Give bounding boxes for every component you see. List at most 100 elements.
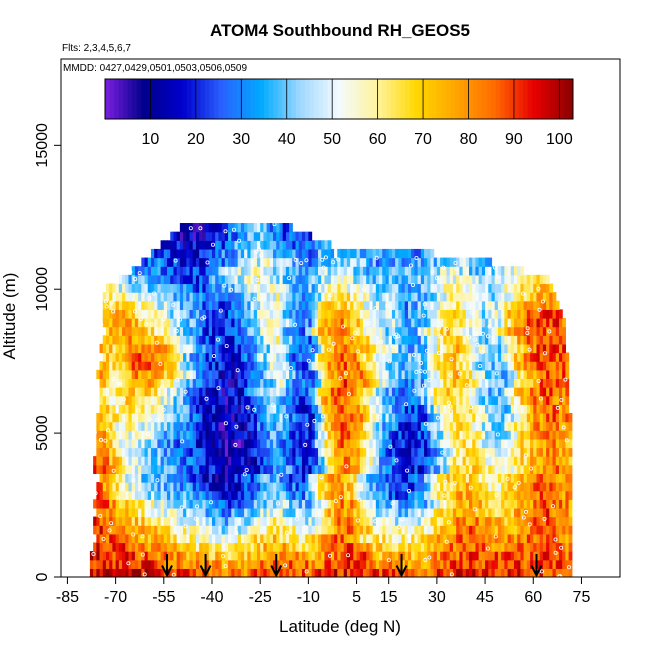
curtain-cell xyxy=(115,525,120,535)
curtain-cell xyxy=(552,447,557,457)
curtain-cell xyxy=(99,430,104,440)
curtain-cell xyxy=(552,369,557,380)
curtain-cell xyxy=(452,404,457,414)
curtain-cell xyxy=(211,421,216,431)
curtain-cell xyxy=(417,525,422,535)
curtain-cell xyxy=(244,395,248,405)
curtain-cell xyxy=(157,421,162,431)
curtain-cell xyxy=(112,318,117,328)
curtain-cell xyxy=(173,568,178,577)
curtain-cell xyxy=(526,300,531,310)
curtain-cell xyxy=(462,490,467,500)
curtain-cell xyxy=(407,559,412,569)
curtain-cell xyxy=(346,438,351,449)
curtain-cell xyxy=(263,551,268,561)
curtain-cell xyxy=(324,482,329,492)
curtain-cell xyxy=(205,378,210,388)
curtain-cell xyxy=(565,525,570,535)
curtain-cell xyxy=(440,387,444,397)
curtain-cell xyxy=(497,559,502,569)
curtain-cell xyxy=(523,430,528,440)
curtain-cell xyxy=(301,456,306,466)
curtain-cell xyxy=(282,300,287,310)
curtain-cell xyxy=(546,447,550,457)
curtain-cell xyxy=(343,404,348,414)
curtain-cell xyxy=(189,447,194,457)
curtain-cell xyxy=(427,430,432,440)
curtain-cell xyxy=(289,490,293,500)
curtain-cell xyxy=(147,361,152,371)
curtain-cell xyxy=(167,343,171,354)
curtain-cell xyxy=(105,430,110,440)
curtain-cell xyxy=(478,551,483,561)
curtain-cell xyxy=(362,387,367,397)
curtain-cell xyxy=(311,412,316,423)
curtain-cell xyxy=(279,369,284,380)
curtain-cell xyxy=(231,369,236,380)
curtain-cell xyxy=(250,447,255,457)
curtain-cell xyxy=(433,525,438,535)
curtain-cell xyxy=(305,438,309,449)
curtain-cell xyxy=(462,292,467,302)
curtain-cell xyxy=(510,343,515,354)
curtain-cell xyxy=(497,318,502,328)
curtain-cell xyxy=(318,516,322,526)
curtain-cell xyxy=(337,464,342,474)
curtain-cell xyxy=(404,525,409,535)
curtain-cell xyxy=(353,387,358,397)
curtain-cell xyxy=(244,369,248,380)
curtain-cell xyxy=(481,447,486,457)
curtain-cell xyxy=(224,283,229,293)
curtain-cell xyxy=(337,507,342,518)
curtain-cell xyxy=(436,292,441,302)
curtain-cell xyxy=(379,447,383,457)
curtain-cell xyxy=(478,318,483,328)
curtain-cell xyxy=(186,533,191,544)
curtain-cell xyxy=(221,568,226,577)
curtain-cell xyxy=(542,421,547,431)
curtain-cell xyxy=(231,404,236,414)
curtain-cell xyxy=(401,300,406,310)
curtain-cell xyxy=(234,395,239,405)
curtain-cell xyxy=(388,412,393,423)
curtain-cell xyxy=(183,482,187,492)
curtain-cell xyxy=(179,473,184,483)
curtain-cell xyxy=(488,335,493,345)
curtain-cell xyxy=(433,318,438,328)
curtain-cell xyxy=(510,490,515,500)
curtain-cell xyxy=(343,283,348,293)
curtain-cell xyxy=(452,309,457,319)
curtain-cell xyxy=(321,525,326,535)
curtain-cell xyxy=(279,482,284,492)
curtain-cell xyxy=(301,412,306,423)
curtain-cell xyxy=(404,335,409,345)
curtain-cell xyxy=(234,551,239,561)
curtain-cell xyxy=(263,387,268,397)
curtain-cell xyxy=(346,318,351,328)
curtain-cell xyxy=(112,499,117,509)
curtain-cell xyxy=(301,404,306,414)
curtain-cell xyxy=(179,292,184,302)
curtain-cell xyxy=(211,300,216,310)
curtain-cell xyxy=(481,430,486,440)
curtain-cell xyxy=(301,378,306,388)
curtain-cell xyxy=(231,378,236,388)
curtain-cell xyxy=(205,525,210,535)
curtain-cell xyxy=(539,464,544,474)
curtain-cell xyxy=(311,533,316,544)
curtain-cell xyxy=(228,525,232,535)
curtain-cell xyxy=(501,378,505,388)
curtain-cell xyxy=(115,326,120,336)
curtain-cell xyxy=(523,456,528,466)
curtain-cell xyxy=(93,551,97,561)
curtain-cell xyxy=(144,378,149,388)
curtain-cell xyxy=(176,309,181,319)
curtain-cell xyxy=(440,542,444,552)
curtain-cell xyxy=(318,378,322,388)
curtain-cell xyxy=(308,352,313,362)
curtain-cell xyxy=(478,507,483,518)
curtain-cell xyxy=(305,378,309,388)
curtain-cell xyxy=(218,292,223,302)
curtain-cell xyxy=(298,456,303,466)
curtain-cell xyxy=(565,568,570,577)
